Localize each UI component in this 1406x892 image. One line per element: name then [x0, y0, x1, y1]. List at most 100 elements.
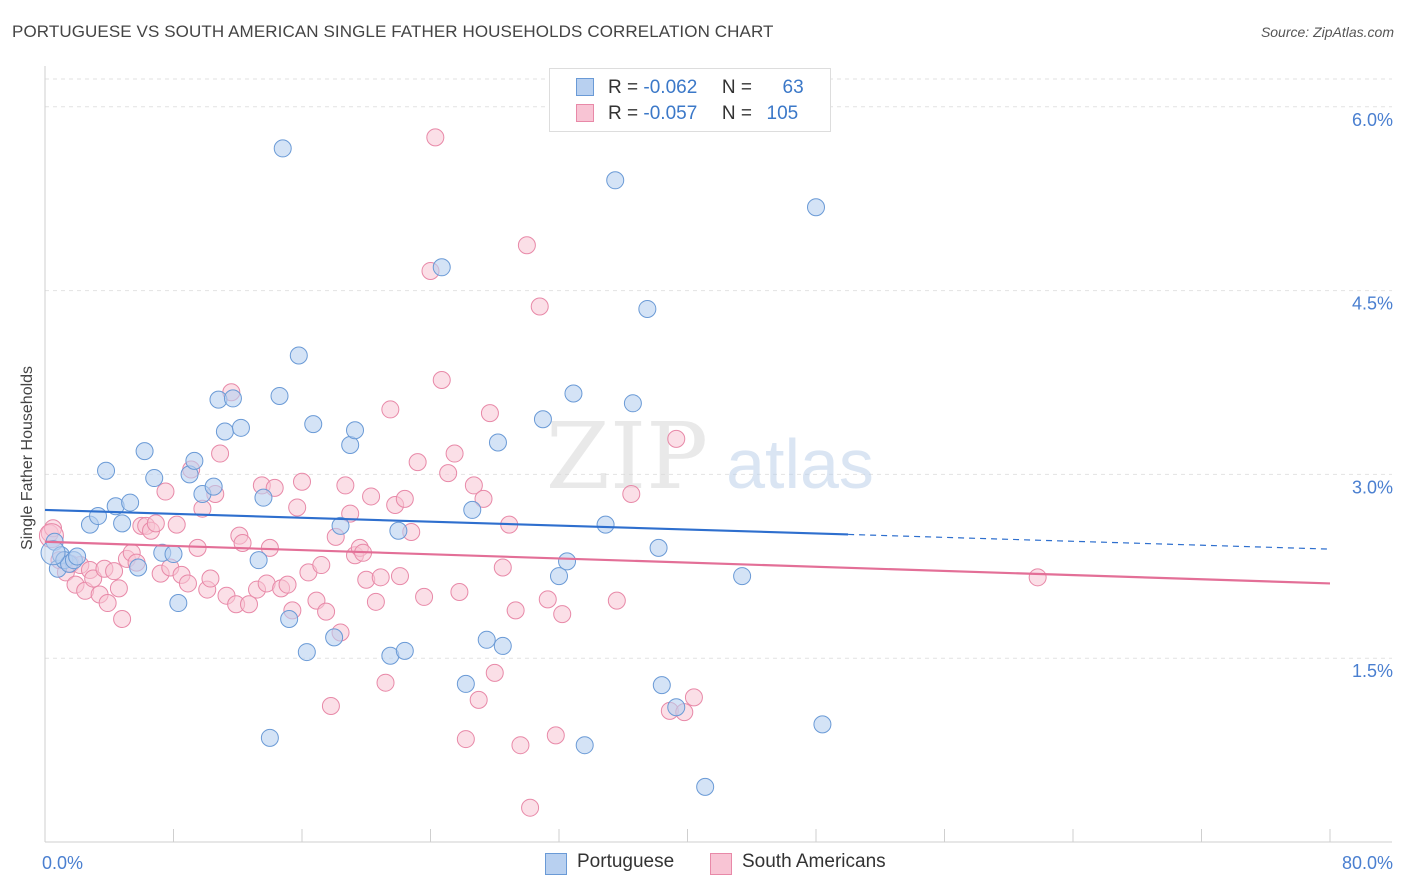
data-point-south-americans: [607, 591, 626, 610]
n-label: N =: [721, 103, 752, 124]
data-point-portuguese: [564, 384, 583, 403]
data-point-south-americans: [426, 128, 445, 147]
data-point-portuguese: [575, 736, 594, 755]
data-point-portuguese: [129, 558, 148, 577]
south-americans-swatch: [710, 853, 732, 875]
data-point-south-americans: [105, 562, 124, 581]
data-point-south-americans: [201, 569, 220, 588]
data-point-south-americans: [390, 567, 409, 586]
data-point-south-americans: [667, 429, 686, 448]
data-point-portuguese: [215, 422, 234, 441]
data-point-portuguese: [331, 516, 350, 535]
tick-labels: 1.5% 3.0% 4.5% 6.0% 0.0% 80.0%: [42, 110, 1393, 873]
x-tick-label-min: 0.0%: [42, 853, 83, 873]
correlation-legend: R = -0.062 N = 63 R = -0.057 N = 105: [549, 68, 831, 132]
trend-line-south-americans: [44, 540, 1331, 585]
data-point-portuguese: [456, 674, 475, 693]
data-point-south-americans: [521, 798, 540, 817]
data-point-south-americans: [371, 568, 390, 587]
data-point-south-americans: [98, 594, 117, 613]
data-point-portuguese: [638, 299, 657, 318]
data-point-south-americans: [464, 476, 483, 495]
data-point-portuguese: [254, 488, 273, 507]
y-tick-label: 3.0%: [1352, 477, 1393, 497]
data-point-portuguese: [40, 540, 66, 566]
portuguese-points: [40, 139, 832, 796]
data-point-south-americans: [485, 663, 504, 682]
data-point-south-americans: [445, 444, 464, 463]
data-point-south-americans: [317, 602, 336, 621]
data-point-portuguese: [145, 469, 164, 488]
data-point-south-americans: [538, 590, 557, 609]
data-point-portuguese: [346, 421, 365, 440]
data-point-south-americans: [439, 464, 458, 483]
data-point-portuguese: [652, 676, 671, 695]
data-point-portuguese: [289, 346, 308, 365]
data-point-south-americans: [622, 484, 641, 503]
data-point-portuguese: [667, 698, 686, 717]
data-point-portuguese: [164, 545, 183, 564]
r-label: R =: [608, 77, 639, 98]
data-point-south-americans: [211, 444, 230, 463]
south-americans-legend-label: South Americans: [742, 851, 886, 872]
data-point-portuguese: [204, 477, 223, 496]
data-point-portuguese: [493, 636, 512, 655]
axes: [44, 66, 1392, 843]
south-americans-swatch: [576, 104, 594, 122]
data-point-south-americans: [278, 575, 297, 594]
data-point-south-americans: [469, 690, 488, 709]
data-point-south-americans: [530, 297, 549, 316]
data-point-south-americans: [1028, 568, 1047, 587]
data-point-portuguese: [807, 198, 825, 217]
data-point-south-americans: [480, 404, 499, 423]
data-point-south-americans: [450, 583, 469, 602]
r-label: R =: [608, 103, 639, 124]
data-point-portuguese: [432, 258, 451, 277]
source-label: Source: ZipAtlas.com: [1260, 24, 1394, 40]
watermark-atlas: atlas: [726, 425, 874, 503]
data-point-portuguese: [813, 715, 832, 734]
y-tick-label: 6.0%: [1352, 110, 1393, 130]
r-value-portuguese: -0.062: [643, 77, 698, 98]
data-point-portuguese: [477, 630, 496, 649]
data-point-portuguese: [606, 171, 625, 190]
data-point-south-americans: [546, 726, 565, 745]
data-point-portuguese: [231, 418, 250, 437]
data-point-south-americans: [415, 587, 434, 606]
data-point-south-americans: [493, 558, 512, 577]
data-point-portuguese: [273, 139, 292, 158]
data-point-portuguese: [113, 514, 132, 533]
trend-lines: [44, 508, 1331, 585]
data-point-portuguese: [280, 609, 299, 628]
data-point-portuguese: [463, 500, 482, 519]
data-point-portuguese: [550, 567, 568, 586]
data-point-portuguese: [395, 641, 414, 660]
data-point-south-americans: [293, 472, 311, 491]
data-point-south-americans: [408, 453, 427, 472]
data-point-south-americans: [146, 514, 165, 533]
data-point-south-americans: [381, 400, 400, 419]
data-point-south-americans: [167, 515, 186, 534]
data-point-portuguese: [304, 415, 323, 434]
data-point-portuguese: [121, 493, 140, 512]
data-point-portuguese: [97, 461, 116, 480]
data-point-south-americans: [366, 592, 385, 611]
grid-lines: [45, 78, 1392, 659]
data-point-portuguese: [223, 389, 242, 408]
data-point-portuguese: [89, 507, 108, 526]
x-tick-label-max: 80.0%: [1342, 853, 1393, 873]
portuguese-swatch: [576, 78, 594, 96]
r-value-south-americans: -0.057: [643, 103, 698, 124]
chart-title: PORTUGUESE VS SOUTH AMERICAN SINGLE FATH…: [12, 22, 774, 41]
data-point-portuguese: [185, 451, 204, 470]
data-point-portuguese: [596, 515, 615, 534]
data-point-portuguese: [558, 552, 577, 571]
data-point-south-americans: [288, 498, 307, 517]
n-label: N =: [721, 77, 752, 98]
data-point-portuguese: [260, 728, 279, 747]
data-point-south-americans: [109, 579, 128, 598]
data-point-portuguese: [249, 551, 268, 570]
data-point-portuguese: [488, 433, 507, 452]
data-point-portuguese: [135, 442, 154, 461]
y-tick-label: 1.5%: [1352, 661, 1393, 681]
